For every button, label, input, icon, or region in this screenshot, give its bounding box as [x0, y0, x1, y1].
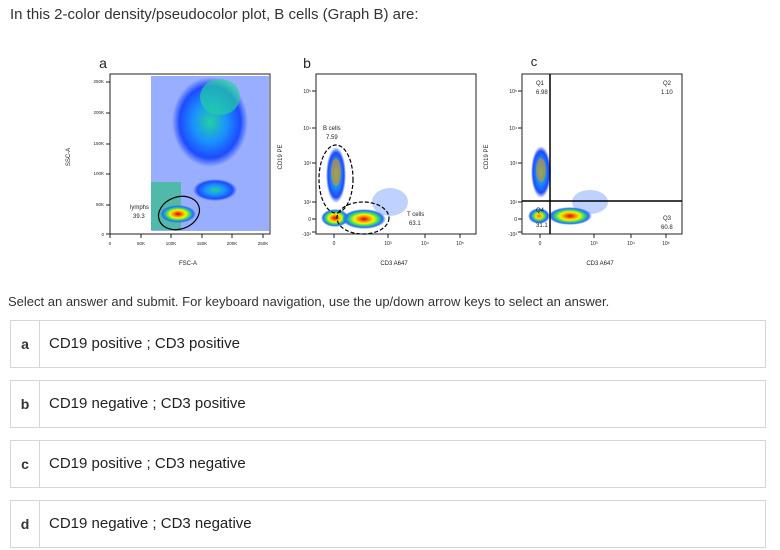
- panel-c-ylabel: CD19 PE: [484, 144, 490, 169]
- question-text: In this 2-color density/pseudocolor plot…: [10, 6, 419, 23]
- ytick: -10²: [508, 232, 517, 238]
- panel-a-y-ticks: 250K 200K 150K 100K 50K 0: [93, 79, 104, 237]
- q2-name: Q2: [663, 81, 672, 87]
- q1-name: Q1: [536, 81, 545, 87]
- panel-b-scatter: [321, 147, 408, 229]
- answer-option-b[interactable]: b CD19 negative ; CD3 positive: [10, 380, 766, 428]
- xtick: 10³: [590, 241, 598, 247]
- q4-value: 31.1: [536, 223, 548, 229]
- xtick: 100K: [166, 241, 177, 246]
- quadrant-lines: [522, 74, 682, 234]
- ytick: 50K: [96, 202, 104, 207]
- xtick: 10⁵: [662, 241, 670, 247]
- ytick: 10⁵: [509, 89, 517, 95]
- panel-a-letter: a: [99, 55, 107, 71]
- flow-cytometry-figure: a lymphs 39.3 250K 200K 150K 100K 50K 0: [66, 54, 683, 267]
- xtick: 0: [109, 241, 112, 246]
- option-letter: a: [11, 321, 40, 367]
- tcells-gate-value: 63.1: [409, 221, 421, 227]
- option-text: CD19 negative ; CD3 negative: [49, 515, 252, 532]
- ytick: 250K: [93, 79, 104, 84]
- xtick: 0: [539, 241, 542, 247]
- bcells-gate-name: B cells: [323, 126, 341, 132]
- answer-option-d[interactable]: d CD19 negative ; CD3 negative: [10, 500, 766, 548]
- ytick: 100K: [93, 171, 104, 176]
- panel-a-x-ticks: 0 50K 100K 150K 200K 250K: [109, 241, 269, 246]
- ytick: 10⁴: [303, 126, 311, 132]
- panel-b-letter: b: [303, 55, 311, 71]
- ytick: 150K: [93, 141, 104, 146]
- q3-value: 60.8: [661, 225, 673, 231]
- ytick: 0: [101, 232, 104, 237]
- ytick: 10²: [304, 200, 312, 206]
- ytick: 10⁴: [509, 126, 517, 132]
- option-text: CD19 positive ; CD3 negative: [49, 455, 246, 472]
- q2-value: 1.10: [661, 90, 673, 96]
- panel-c-xlabel: CD3 A647: [586, 261, 614, 267]
- xtick: 10⁴: [421, 241, 429, 247]
- option-text: CD19 negative ; CD3 positive: [49, 395, 246, 412]
- ytick: -10²: [302, 232, 311, 238]
- panel-a-ylabel: SSC-A: [66, 148, 72, 166]
- panel-b-xlabel: CD3 A647: [380, 261, 408, 267]
- panel-a: a lymphs 39.3 250K 200K 150K 100K 50K 0: [66, 55, 271, 267]
- xtick: 0: [333, 241, 336, 247]
- panel-b-x-ticks: 0 10³ 10⁴ 10⁵: [333, 241, 464, 247]
- bcells-gate: [318, 144, 354, 214]
- xtick: 150K: [197, 241, 208, 246]
- xtick: 10⁵: [456, 241, 464, 247]
- panel-a-scatter: [151, 76, 269, 231]
- panel-b-y-ticks: 10⁵ 10⁴ 10³ 10² 0 -10²: [302, 89, 311, 238]
- ytick: 200K: [93, 110, 104, 115]
- xtick: 10³: [384, 241, 392, 247]
- panel-c-x-ticks: 0 10³ 10⁴ 10⁵: [539, 241, 670, 247]
- panel-b-ylabel: CD19 PE: [278, 144, 284, 169]
- tcells-gate: [336, 201, 390, 235]
- option-letter: d: [11, 501, 40, 547]
- ytick: 10⁵: [303, 89, 311, 95]
- panel-b: b B cells 7.59 T cells 63.1 10⁵ 10⁴ 10³ …: [278, 55, 477, 267]
- option-letter: b: [11, 381, 40, 427]
- xtick: 10⁴: [627, 241, 635, 247]
- panel-c: c Q1 6.98 Q2 1.10 Q3 60.8 Q4 31.1 10⁵ 10…: [484, 54, 683, 267]
- xtick: 250K: [258, 241, 269, 246]
- instructions-text: Select an answer and submit. For keyboar…: [8, 294, 610, 309]
- ytick: 10³: [510, 161, 518, 167]
- option-letter: c: [11, 441, 40, 487]
- panel-c-scatter: [528, 146, 608, 225]
- q3-name: Q3: [663, 216, 672, 222]
- lymphs-gate-value: 39.3: [133, 214, 145, 220]
- xtick: 50K: [137, 241, 145, 246]
- ytick: 0: [308, 217, 311, 223]
- ytick: 10²: [510, 200, 518, 206]
- option-text: CD19 positive ; CD3 positive: [49, 335, 240, 352]
- q4-name: Q4: [536, 208, 545, 214]
- lymphs-gate: [157, 195, 201, 231]
- panel-c-y-ticks: 10⁵ 10⁴ 10³ 10² 0 -10²: [508, 89, 517, 238]
- panel-c-letter: c: [531, 54, 538, 69]
- panel-a-xlabel: FSC-A: [179, 261, 197, 267]
- lymphs-gate-name: lymphs: [130, 205, 149, 211]
- ytick: 0: [514, 217, 517, 223]
- tcells-gate-name: T cells: [407, 212, 424, 218]
- ytick: 10³: [304, 161, 312, 167]
- bcells-gate-value: 7.59: [326, 135, 338, 141]
- answer-option-a[interactable]: a CD19 positive ; CD3 positive: [10, 320, 766, 368]
- answer-option-c[interactable]: c CD19 positive ; CD3 negative: [10, 440, 766, 488]
- xtick: 200K: [227, 241, 238, 246]
- q1-value: 6.98: [536, 90, 548, 96]
